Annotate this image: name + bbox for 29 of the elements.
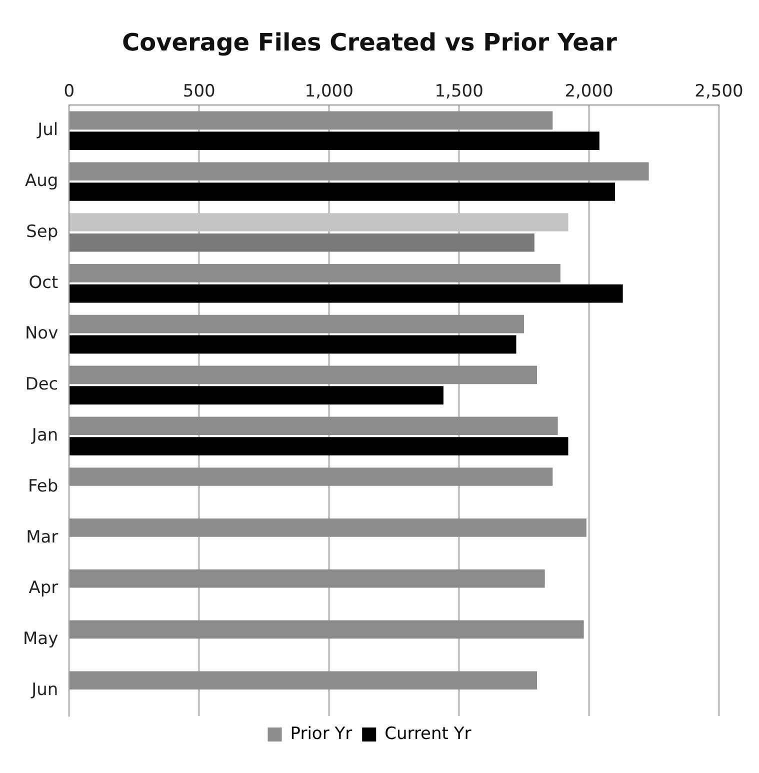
y-tick-label: Apr [28,578,58,598]
x-tick-label: 500 [182,81,216,102]
y-tick-label: May [22,629,58,650]
y-tick-label: Mar [26,527,58,548]
x-tick-label: 1,500 [434,81,484,102]
y-tick-label: Oct [28,272,58,293]
y-tick-label: Feb [28,476,58,496]
x-tick-label: 2,000 [564,81,614,102]
x-tick-label: 0 [64,81,75,102]
bar [70,284,623,303]
legend-label: Current Yr [384,724,472,744]
x-tick-label: 2,500 [694,81,744,102]
y-tick-label: Sep [26,222,58,242]
y-tick-label: Jan [30,425,58,446]
x-tick-label: 1,000 [304,81,354,102]
y-tick-label: Dec [25,374,58,395]
y-tick-label: Jul [36,120,58,140]
bar [70,335,516,354]
bar [70,132,600,150]
bar [70,182,616,201]
bar [70,386,444,404]
bar [70,213,568,232]
legend-label: Prior Yr [290,724,352,744]
bar [70,233,534,252]
y-tick-label: Jun [30,680,58,700]
y-tick-label: Aug [24,170,58,191]
bar [70,437,568,456]
chart-title: Coverage Files Created vs Prior Year [122,28,618,57]
y-tick-label: Nov [24,324,58,344]
